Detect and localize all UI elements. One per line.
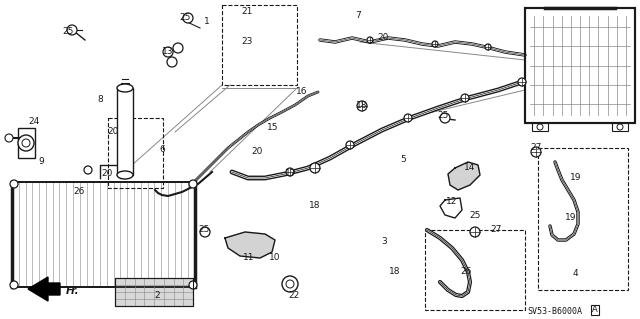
Circle shape	[310, 163, 320, 173]
Text: 25: 25	[469, 211, 481, 220]
Text: 9: 9	[38, 158, 44, 167]
Circle shape	[461, 94, 469, 102]
Bar	[115, 278, 193, 306]
Circle shape	[282, 276, 298, 292]
Bar	[525, 8, 635, 123]
Text: 20: 20	[108, 128, 118, 137]
Text: 22: 22	[289, 292, 300, 300]
Bar	[538, 148, 628, 290]
Text: 27: 27	[531, 144, 541, 152]
Polygon shape	[28, 277, 60, 301]
Circle shape	[22, 139, 30, 147]
Text: 11: 11	[243, 254, 255, 263]
Circle shape	[173, 43, 183, 53]
Circle shape	[10, 180, 18, 188]
Text: 4: 4	[572, 270, 578, 278]
Text: 21: 21	[241, 8, 253, 17]
Text: 16: 16	[296, 87, 308, 97]
Text: 24: 24	[28, 117, 40, 127]
Circle shape	[189, 180, 197, 188]
Ellipse shape	[117, 171, 133, 179]
Text: 18: 18	[356, 101, 368, 110]
Text: A: A	[592, 306, 598, 315]
Text: SV53-B6000A: SV53-B6000A	[527, 308, 582, 316]
Bar	[525, 8, 635, 123]
Circle shape	[440, 113, 450, 123]
Text: 25: 25	[62, 27, 74, 36]
Circle shape	[10, 281, 18, 289]
Text: 6: 6	[159, 145, 165, 154]
Circle shape	[5, 134, 13, 142]
Polygon shape	[18, 128, 35, 158]
Ellipse shape	[117, 84, 133, 92]
Circle shape	[346, 141, 354, 149]
Text: 8: 8	[97, 95, 103, 105]
Circle shape	[163, 47, 173, 57]
Text: Fr.: Fr.	[66, 286, 79, 296]
Bar	[108, 118, 163, 188]
Text: 26: 26	[74, 188, 84, 197]
Polygon shape	[448, 162, 480, 190]
Circle shape	[189, 281, 197, 289]
Text: 19: 19	[570, 174, 582, 182]
Text: 25: 25	[179, 13, 191, 23]
Text: 3: 3	[381, 238, 387, 247]
Text: 27: 27	[490, 226, 502, 234]
Circle shape	[537, 124, 543, 130]
Text: 20: 20	[101, 169, 113, 179]
Circle shape	[67, 25, 77, 35]
Circle shape	[183, 13, 193, 23]
Circle shape	[470, 227, 480, 237]
Circle shape	[84, 166, 92, 174]
Polygon shape	[225, 232, 275, 258]
Circle shape	[286, 280, 294, 288]
Bar	[612, 123, 628, 131]
Circle shape	[286, 168, 294, 176]
Text: 18: 18	[389, 268, 401, 277]
Text: 13: 13	[163, 48, 173, 56]
Text: 20: 20	[378, 33, 388, 42]
Text: 2: 2	[154, 292, 160, 300]
Circle shape	[357, 101, 367, 111]
Circle shape	[531, 147, 541, 157]
Text: 25: 25	[198, 226, 210, 234]
Text: 26: 26	[460, 268, 472, 277]
Circle shape	[200, 227, 210, 237]
Text: 12: 12	[446, 197, 458, 206]
Polygon shape	[12, 182, 195, 287]
Text: 10: 10	[269, 254, 281, 263]
Circle shape	[518, 78, 526, 86]
Bar	[425, 230, 525, 310]
Text: 7: 7	[355, 11, 361, 20]
Bar	[532, 123, 548, 131]
Circle shape	[18, 135, 34, 151]
Text: 20: 20	[252, 147, 262, 157]
Circle shape	[367, 37, 373, 43]
Text: 15: 15	[268, 123, 279, 132]
Text: 17: 17	[285, 169, 297, 179]
Text: 1: 1	[204, 18, 210, 26]
Text: 5: 5	[400, 155, 406, 165]
Circle shape	[167, 57, 177, 67]
Bar	[115, 278, 193, 306]
Text: 23: 23	[241, 38, 253, 47]
Text: 18: 18	[309, 202, 321, 211]
Text: 14: 14	[464, 164, 476, 173]
Text: 19: 19	[565, 213, 577, 222]
Text: 25: 25	[437, 112, 449, 121]
Circle shape	[404, 114, 412, 122]
Circle shape	[432, 41, 438, 47]
Circle shape	[617, 124, 623, 130]
Bar	[222, 5, 297, 85]
Bar	[117, 88, 133, 175]
Circle shape	[485, 44, 491, 50]
